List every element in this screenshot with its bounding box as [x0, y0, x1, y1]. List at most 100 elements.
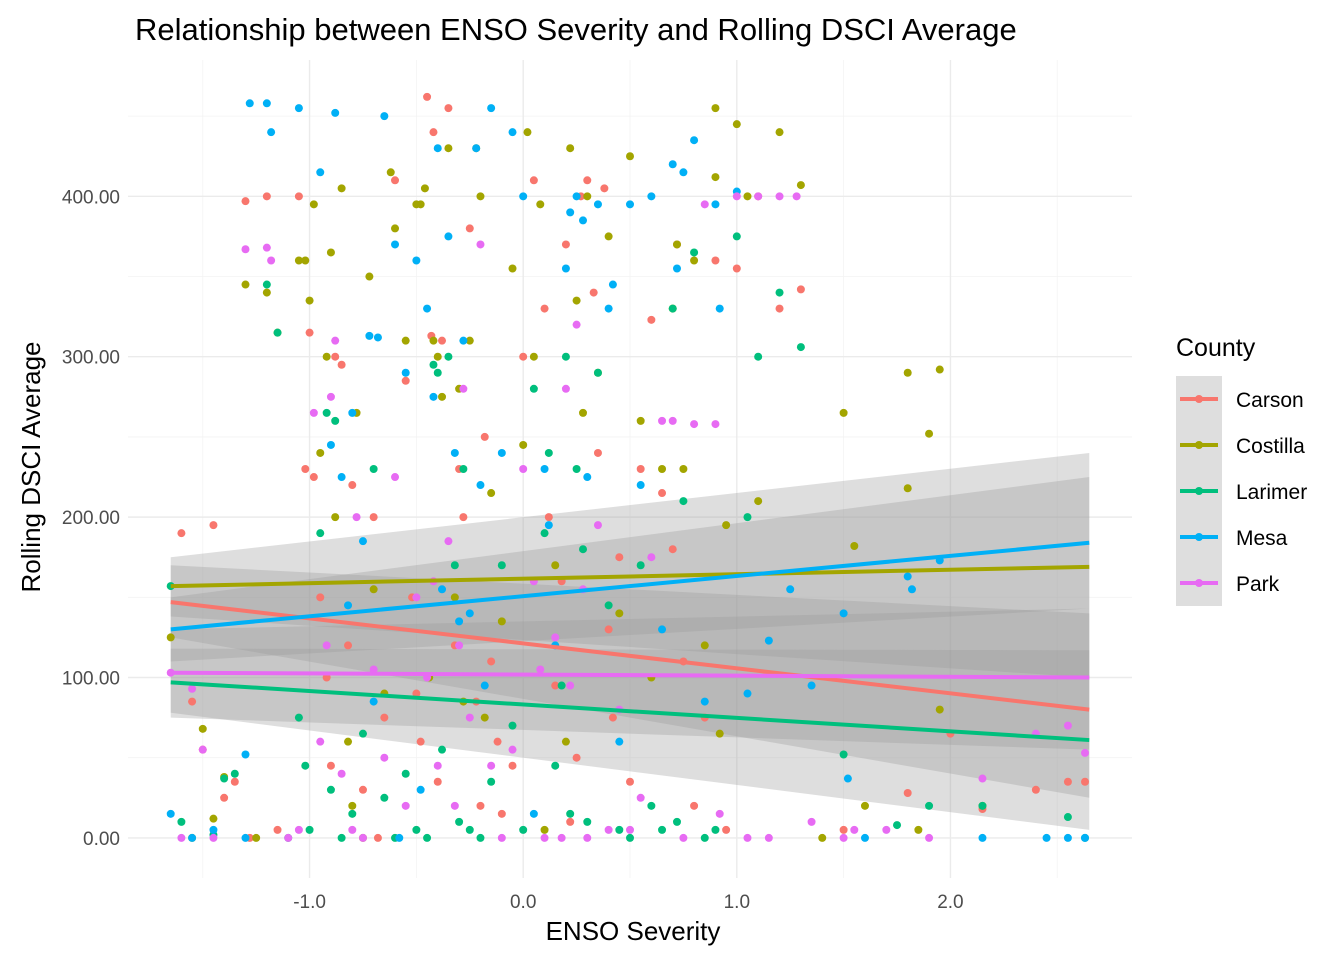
- data-point-larimer: [230, 769, 239, 778]
- data-point-mesa: [267, 128, 276, 137]
- data-point-costilla: [198, 724, 207, 733]
- data-point-larimer: [557, 681, 566, 690]
- data-point-carson: [903, 788, 912, 797]
- legend-key-point-mesa: [1195, 533, 1203, 541]
- data-point-costilla: [476, 192, 485, 201]
- data-point-larimer: [551, 761, 560, 770]
- data-point-costilla: [331, 513, 340, 522]
- data-point-carson: [373, 833, 382, 842]
- data-point-mesa: [572, 192, 581, 201]
- data-point-carson: [262, 192, 271, 201]
- data-point-mesa: [636, 481, 645, 490]
- data-point-costilla: [561, 737, 570, 746]
- data-point-carson: [380, 713, 389, 722]
- data-point-costilla: [294, 256, 303, 265]
- data-point-park: [626, 825, 634, 834]
- data-point-costilla: [626, 152, 634, 161]
- data-point-costilla: [523, 128, 532, 137]
- data-point-park: [322, 641, 331, 650]
- data-point-larimer: [775, 288, 784, 297]
- data-point-park: [198, 745, 207, 754]
- trend-lines: [170, 540, 1090, 743]
- data-point-costilla: [241, 280, 250, 289]
- data-point-larimer: [579, 545, 588, 554]
- data-point-larimer: [337, 833, 346, 842]
- data-point-carson: [230, 777, 239, 786]
- data-point-larimer: [796, 343, 805, 352]
- data-point-carson: [636, 465, 645, 473]
- data-point-mesa: [480, 681, 489, 690]
- data-point-larimer: [316, 529, 325, 538]
- data-point-larimer: [540, 529, 549, 538]
- data-point-costilla: [796, 181, 805, 190]
- data-point-carson: [604, 625, 613, 634]
- data-point-park: [444, 537, 453, 546]
- data-point-carson: [348, 481, 357, 490]
- data-point-mesa: [365, 331, 374, 340]
- data-point-carson: [416, 737, 425, 746]
- data-point-carson: [326, 761, 335, 770]
- legend-label-mesa: Mesa: [1236, 527, 1288, 550]
- data-point-mesa: [395, 833, 404, 842]
- data-point-mesa: [647, 192, 656, 201]
- data-point-mesa: [465, 609, 474, 618]
- data-point-costilla: [487, 489, 496, 498]
- data-point-park: [465, 713, 474, 722]
- data-point-park: [807, 817, 816, 826]
- data-point-park: [348, 825, 357, 834]
- data-point-park: [337, 769, 346, 778]
- data-point-mesa: [433, 144, 442, 153]
- data-point-costilla: [583, 192, 592, 201]
- data-point-park: [743, 833, 752, 842]
- y-tick-label: 200.00: [62, 508, 120, 529]
- data-point-costilla: [672, 240, 681, 249]
- data-point-larimer: [690, 248, 699, 257]
- data-point-carson: [358, 785, 367, 794]
- data-point-costilla: [326, 248, 335, 257]
- data-point-mesa: [497, 448, 506, 457]
- data-point-larimer: [305, 825, 314, 834]
- data-point-park: [209, 833, 218, 842]
- data-point-costilla: [551, 561, 560, 570]
- data-point-mesa: [615, 737, 624, 746]
- legend-key-point-park: [1195, 579, 1203, 587]
- data-point-larimer: [348, 809, 357, 818]
- data-point-larimer: [978, 801, 987, 810]
- data-point-carson: [626, 777, 634, 786]
- data-point-carson: [1031, 785, 1040, 794]
- confidence-band-park: [170, 608, 1090, 750]
- y-tick-label: 0.00: [83, 829, 120, 850]
- data-point-carson: [309, 473, 318, 482]
- data-point-costilla: [386, 168, 395, 177]
- data-point-costilla: [903, 484, 912, 493]
- data-point-carson: [305, 328, 314, 337]
- data-point-park: [593, 521, 602, 530]
- data-point-park: [583, 833, 592, 842]
- data-point-carson: [589, 288, 598, 297]
- data-point-park: [572, 320, 581, 329]
- data-point-park: [711, 420, 720, 429]
- data-point-costilla: [252, 833, 261, 842]
- data-point-larimer: [433, 368, 442, 377]
- data-point-mesa: [241, 750, 250, 759]
- data-point-mesa: [472, 144, 481, 153]
- data-point-larimer: [401, 769, 410, 778]
- data-point-mesa: [344, 601, 353, 610]
- data-point-larimer: [672, 817, 681, 826]
- data-point-park: [519, 465, 528, 473]
- data-point-costilla: [615, 609, 624, 618]
- data-point-carson: [412, 689, 421, 698]
- data-point-mesa: [807, 681, 816, 690]
- data-point-carson: [1081, 777, 1090, 786]
- data-point-park: [412, 593, 421, 602]
- data-point-larimer: [925, 801, 934, 810]
- data-point-mesa: [668, 160, 677, 169]
- data-point-mesa: [373, 333, 382, 342]
- data-point-larimer: [636, 561, 645, 570]
- data-point-carson: [480, 432, 489, 441]
- data-point-mesa: [348, 408, 357, 417]
- data-point-mesa: [860, 833, 869, 842]
- data-point-larimer: [294, 713, 303, 722]
- data-point-larimer: [544, 448, 553, 457]
- data-point-mesa: [519, 192, 528, 201]
